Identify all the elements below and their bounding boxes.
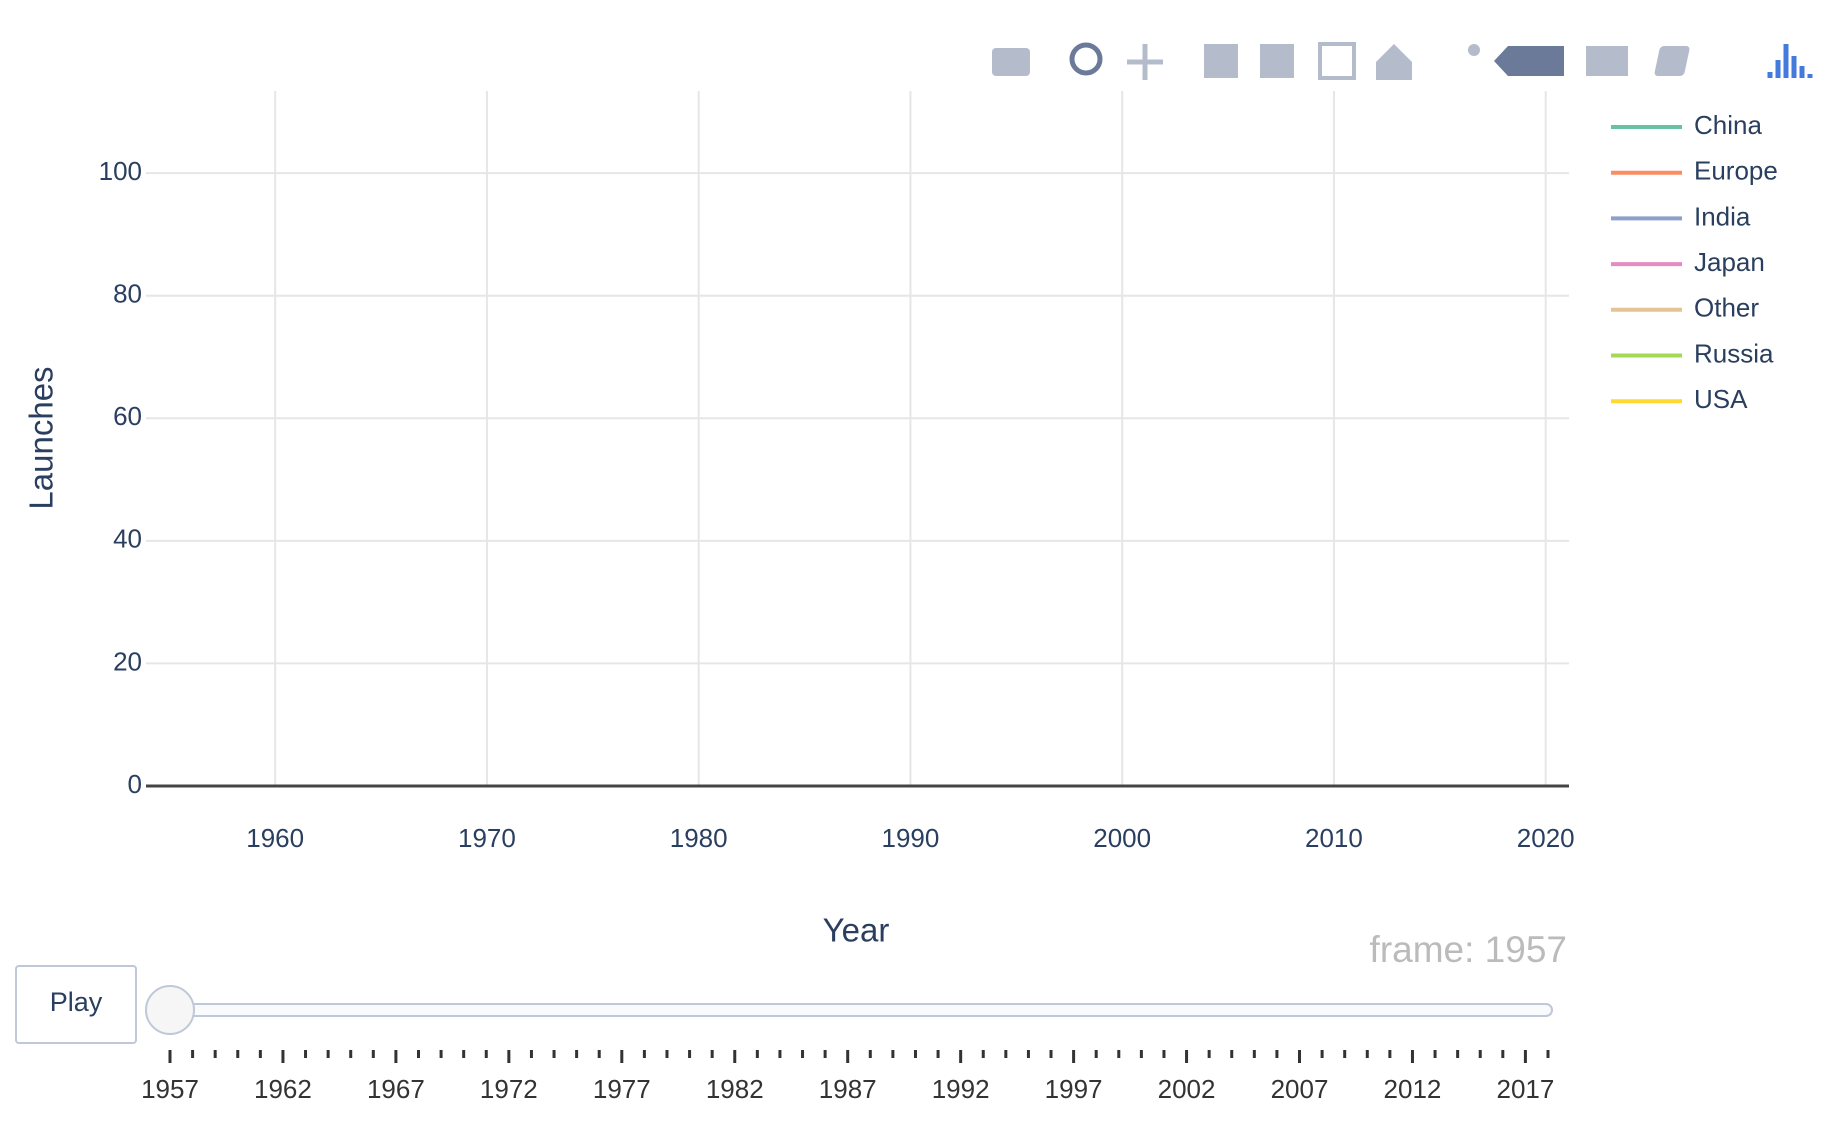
legend-label[interactable]: Japan	[1694, 247, 1765, 277]
legend-label[interactable]: Europe	[1694, 156, 1778, 186]
slider-current-value: frame: 1957	[1370, 929, 1567, 970]
y-tick-label: 40	[113, 524, 142, 554]
slider-step-label[interactable]: 1957	[141, 1074, 199, 1104]
slider-step-label[interactable]: 2012	[1384, 1074, 1442, 1104]
slider-step-label[interactable]: 2002	[1158, 1074, 1216, 1104]
x-tick-label: 1960	[246, 823, 304, 853]
modebar[interactable]	[992, 42, 1813, 80]
spike-icon[interactable]	[1468, 44, 1480, 56]
hover-compare-icon[interactable]	[1586, 46, 1628, 76]
legend-label[interactable]: China	[1694, 110, 1762, 140]
legend-label[interactable]: India	[1694, 201, 1751, 231]
x-tick-label: 2000	[1093, 823, 1151, 853]
slider-step-label[interactable]: 2007	[1271, 1074, 1329, 1104]
zoom-out-icon[interactable]	[1260, 44, 1294, 78]
play-button-label[interactable]: Play	[50, 987, 103, 1017]
x-tick-label: 1990	[882, 823, 940, 853]
slider-step-label[interactable]: 1967	[367, 1074, 425, 1104]
slider-step-label[interactable]: 1987	[819, 1074, 877, 1104]
home-icon[interactable]	[1376, 44, 1412, 80]
x-tick-label: 1970	[458, 823, 516, 853]
legend-label[interactable]: Other	[1694, 293, 1759, 323]
slider-step-label[interactable]: 1992	[932, 1074, 990, 1104]
slider-handle[interactable]	[145, 985, 195, 1035]
slider-step-label[interactable]: 1982	[706, 1074, 764, 1104]
y-tick-label: 60	[113, 401, 142, 431]
zoom-icon[interactable]	[1069, 42, 1103, 76]
slider-step-label[interactable]: 1972	[480, 1074, 538, 1104]
docs-icon[interactable]	[1654, 46, 1690, 76]
camera-icon[interactable]	[992, 48, 1030, 76]
slider-step-label[interactable]: 2017	[1496, 1074, 1554, 1104]
autoscale-icon[interactable]	[1318, 42, 1356, 80]
slider-step-label[interactable]: 1997	[1045, 1074, 1103, 1104]
play-button[interactable]	[15, 965, 137, 1044]
slider-step-label[interactable]: 1962	[254, 1074, 312, 1104]
pan-icon[interactable]	[1127, 44, 1163, 80]
y-tick-label: 20	[113, 646, 142, 676]
legend-label[interactable]: Russia	[1694, 338, 1774, 368]
y-tick-label: 80	[113, 279, 142, 309]
y-tick-label: 100	[99, 156, 142, 186]
hover-closest-icon[interactable]	[1494, 46, 1564, 76]
y-axis-title: Launches	[23, 366, 60, 509]
plotly-logo[interactable]	[1767, 44, 1813, 78]
zoom-in-icon[interactable]	[1204, 44, 1238, 78]
y-tick-label: 0	[128, 769, 142, 799]
x-tick-label: 1980	[670, 823, 728, 853]
slider-step-label[interactable]: 1977	[593, 1074, 651, 1104]
x-tick-label: 2010	[1305, 823, 1363, 853]
x-tick-label: 2020	[1517, 823, 1575, 853]
x-axis-title: Year	[823, 912, 890, 949]
slider-rail[interactable]	[145, 1003, 1553, 1017]
legend-label[interactable]: USA	[1694, 384, 1748, 414]
